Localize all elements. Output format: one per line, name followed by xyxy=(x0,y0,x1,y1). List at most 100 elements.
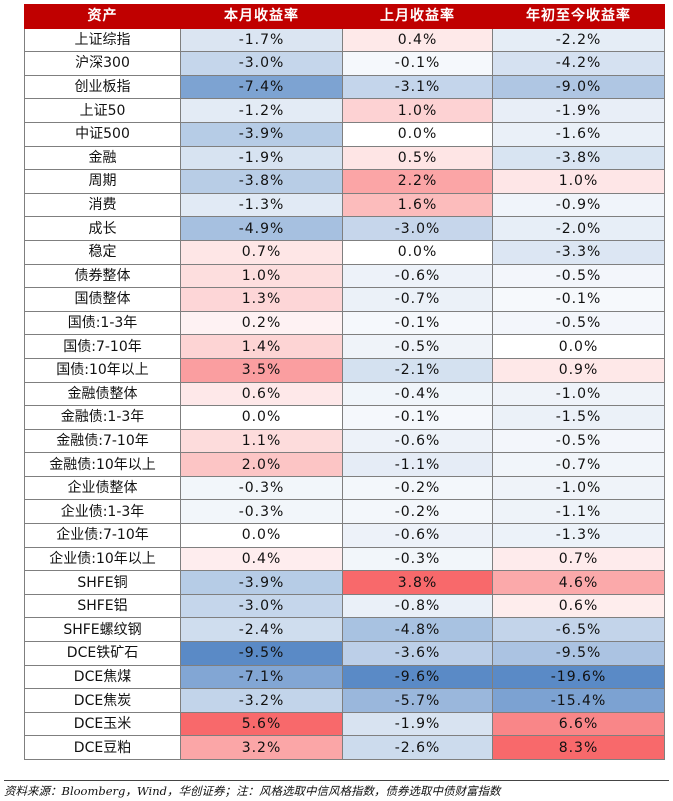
ytd-return-cell: 0.9% xyxy=(492,357,665,383)
month-return-cell: -3.2% xyxy=(180,688,343,713)
asset-name-cell: 企业债:1-3年 xyxy=(24,499,181,525)
table-row: 国债整体 1.3% -0.7% -0.1% xyxy=(24,287,665,312)
month-return-cell: 0.7% xyxy=(180,239,343,265)
last-month-return-cell: -3.1% xyxy=(342,74,493,100)
asset-name-cell: 稳定 xyxy=(24,239,181,265)
asset-name-cell: 创业板指 xyxy=(24,74,181,100)
asset-name-cell: SHFE铝 xyxy=(24,593,181,619)
month-return-cell: 1.4% xyxy=(180,334,343,359)
table-row: 金融债:10年以上 2.0% -1.1% -0.7% xyxy=(24,452,665,477)
month-return-cell: 0.0% xyxy=(180,523,343,548)
ytd-return-cell: -15.4% xyxy=(492,688,665,713)
last-month-return-cell: -0.6% xyxy=(342,523,493,548)
last-month-return-cell: -0.1% xyxy=(342,51,493,76)
last-month-return-cell: -5.7% xyxy=(342,688,493,713)
table-row: 中证500 -3.9% 0.0% -1.6% xyxy=(24,121,665,147)
month-return-cell: -7.1% xyxy=(180,664,343,690)
last-month-return-cell: -0.3% xyxy=(342,546,493,572)
ytd-return-cell: -3.8% xyxy=(492,145,665,171)
asset-name-cell: DCE玉米 xyxy=(24,711,181,737)
month-return-cell: -1.3% xyxy=(180,192,343,218)
month-return-cell: -2.4% xyxy=(180,617,343,643)
last-month-return-cell: -1.9% xyxy=(342,711,493,737)
ytd-return-cell: 1.0% xyxy=(492,169,665,194)
ytd-return-cell: -9.0% xyxy=(492,74,665,100)
header-ytd-return: 年初至今收益率 xyxy=(492,4,665,29)
last-month-return-cell: -0.6% xyxy=(342,428,493,454)
ytd-return-cell: 0.0% xyxy=(492,334,665,359)
month-return-cell: -1.9% xyxy=(180,145,343,171)
month-return-cell: 1.0% xyxy=(180,263,343,289)
asset-name-cell: 金融 xyxy=(24,145,181,171)
asset-name-cell: 国债:1-3年 xyxy=(24,310,181,336)
ytd-return-cell: -0.5% xyxy=(492,428,665,454)
month-return-cell: 1.1% xyxy=(180,428,343,454)
table-row: 国债:10年以上 3.5% -2.1% 0.9% xyxy=(24,357,665,383)
last-month-return-cell: 0.5% xyxy=(342,145,493,171)
last-month-return-cell: -0.1% xyxy=(342,310,493,336)
ytd-return-cell: -1.3% xyxy=(492,523,665,548)
month-return-cell: -4.9% xyxy=(180,216,343,241)
table-row: 创业板指 -7.4% -3.1% -9.0% xyxy=(24,74,665,100)
last-month-return-cell: -0.5% xyxy=(342,334,493,359)
asset-name-cell: 企业债:7-10年 xyxy=(24,523,181,548)
asset-name-cell: 企业债整体 xyxy=(24,475,181,501)
table-row: 企业债:1-3年 -0.3% -0.2% -1.1% xyxy=(24,499,665,525)
table-row: 周期 -3.8% 2.2% 1.0% xyxy=(24,169,665,194)
asset-name-cell: 国债整体 xyxy=(24,287,181,312)
asset-name-cell: 金融债整体 xyxy=(24,381,181,407)
table-row: 金融债:1-3年 0.0% -0.1% -1.5% xyxy=(24,405,665,430)
asset-name-cell: 金融债:1-3年 xyxy=(24,405,181,430)
asset-name-cell: 债券整体 xyxy=(24,263,181,289)
last-month-return-cell: 0.0% xyxy=(342,239,493,265)
table-row: 国债:1-3年 0.2% -0.1% -0.5% xyxy=(24,310,665,336)
table-row: 金融债整体 0.6% -0.4% -1.0% xyxy=(24,381,665,407)
asset-name-cell: 上证综指 xyxy=(24,27,181,53)
month-return-cell: 0.2% xyxy=(180,310,343,336)
month-return-cell: 1.3% xyxy=(180,287,343,312)
ytd-return-cell: 0.6% xyxy=(492,593,665,619)
ytd-return-cell: -9.5% xyxy=(492,641,665,666)
last-month-return-cell: -2.6% xyxy=(342,735,493,760)
table-row: 金融债:7-10年 1.1% -0.6% -0.5% xyxy=(24,428,665,454)
last-month-return-cell: 3.8% xyxy=(342,570,493,595)
ytd-return-cell: -0.5% xyxy=(492,310,665,336)
month-return-cell: 0.0% xyxy=(180,405,343,430)
table-row: DCE玉米 5.6% -1.9% 6.6% xyxy=(24,711,665,737)
last-month-return-cell: -4.8% xyxy=(342,617,493,643)
month-return-cell: 3.5% xyxy=(180,357,343,383)
table-row: SHFE铜 -3.9% 3.8% 4.6% xyxy=(24,570,665,595)
last-month-return-cell: -2.1% xyxy=(342,357,493,383)
table-row: 国债:7-10年 1.4% -0.5% 0.0% xyxy=(24,334,665,359)
ytd-return-cell: -2.0% xyxy=(492,216,665,241)
ytd-return-cell: -1.5% xyxy=(492,405,665,430)
table-row: DCE焦煤 -7.1% -9.6% -19.6% xyxy=(24,664,665,690)
last-month-return-cell: -0.8% xyxy=(342,593,493,619)
table-row: DCE焦炭 -3.2% -5.7% -15.4% xyxy=(24,688,665,713)
table-row: SHFE铝 -3.0% -0.8% 0.6% xyxy=(24,593,665,619)
month-return-cell: -3.0% xyxy=(180,51,343,76)
month-return-cell: -3.9% xyxy=(180,121,343,147)
last-month-return-cell: 1.0% xyxy=(342,98,493,123)
table-row: 金融 -1.9% 0.5% -3.8% xyxy=(24,145,665,171)
asset-name-cell: 中证500 xyxy=(24,121,181,147)
asset-name-cell: DCE铁矿石 xyxy=(24,641,181,666)
month-return-cell: -1.2% xyxy=(180,98,343,123)
ytd-return-cell: -1.0% xyxy=(492,475,665,501)
month-return-cell: 3.2% xyxy=(180,735,343,760)
ytd-return-cell: -1.1% xyxy=(492,499,665,525)
last-month-return-cell: -9.6% xyxy=(342,664,493,690)
asset-name-cell: DCE豆粕 xyxy=(24,735,181,760)
month-return-cell: 0.6% xyxy=(180,381,343,407)
asset-name-cell: 金融债:7-10年 xyxy=(24,428,181,454)
asset-name-cell: 成长 xyxy=(24,216,181,241)
asset-name-cell: 沪深300 xyxy=(24,51,181,76)
ytd-return-cell: -0.9% xyxy=(492,192,665,218)
table-row: 企业债:7-10年 0.0% -0.6% -1.3% xyxy=(24,523,665,548)
source-note: 资料来源：Bloomberg，Wind，华创证券；注：风格选取中信风格指数，债券… xyxy=(4,780,669,799)
asset-name-cell: DCE焦炭 xyxy=(24,688,181,713)
last-month-return-cell: 0.0% xyxy=(342,121,493,147)
asset-name-cell: 消费 xyxy=(24,192,181,218)
header-last-month-return: 上月收益率 xyxy=(342,4,493,29)
table-row: DCE铁矿石 -9.5% -3.6% -9.5% xyxy=(24,641,665,666)
